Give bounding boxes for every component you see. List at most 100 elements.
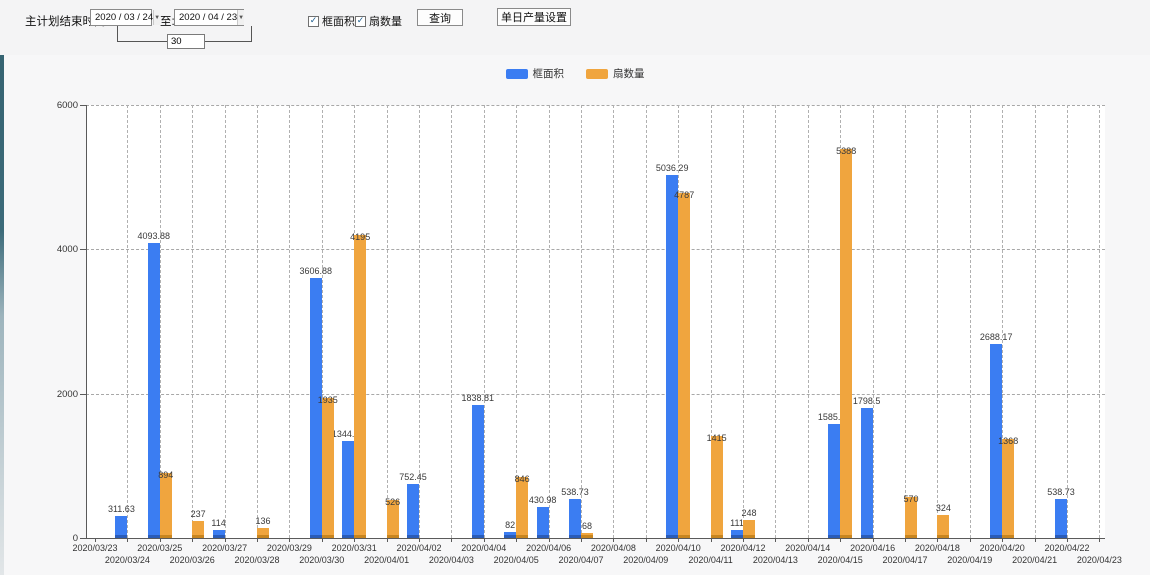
date-from-combobox[interactable]: 2020 / 03 / 24 ▼ <box>90 9 161 26</box>
x-axis-tick <box>840 538 842 542</box>
x-tick-label: 2020/03/23 <box>72 543 118 553</box>
x-tick-label: 2020/04/13 <box>752 555 798 565</box>
x-tick-label: 2020/04/10 <box>655 543 701 553</box>
x-tick-label: 2020/04/14 <box>785 543 831 553</box>
date-to-combobox[interactable]: 2020 / 04 / 23 ▼ <box>174 9 245 26</box>
x-axis-tick <box>581 538 582 542</box>
interval-days-input[interactable] <box>167 34 205 49</box>
fan-series-swatch <box>586 68 608 79</box>
x-tick-label: 2020/04/02 <box>396 543 442 553</box>
connector-line <box>117 26 118 41</box>
chevron-down-icon: ▼ <box>238 14 245 21</box>
x-tick-label: 2020/03/30 <box>299 555 345 565</box>
to-label: 至: <box>160 16 175 28</box>
x-axis-tick <box>710 538 712 542</box>
x-tick-label: 2020/04/01 <box>364 555 410 565</box>
plan-end-time-label: 主计划结束时间: <box>25 16 109 28</box>
date-from-value: 2020 / 03 / 24 <box>95 12 154 23</box>
x-tick-label: 2020/03/29 <box>266 543 312 553</box>
x-axis-tick <box>613 538 615 542</box>
x-axis-tick <box>905 538 906 542</box>
connector-line <box>205 41 252 42</box>
fan-checkbox[interactable]: ✓ 扇数量 <box>355 13 402 29</box>
x-tick-label: 2020/04/23 <box>1076 555 1122 565</box>
query-button[interactable]: 查询 <box>417 9 463 26</box>
daily-output-settings-button[interactable]: 单日产量设置 <box>497 8 571 26</box>
x-axis-line <box>86 538 1105 539</box>
x-axis-tick <box>127 538 129 542</box>
x-tick-label: 2020/03/31 <box>331 543 377 553</box>
y-axis-tick <box>80 538 86 539</box>
x-axis-tick <box>807 538 809 542</box>
x-tick-label: 2020/04/12 <box>720 543 766 553</box>
x-axis-tick <box>937 538 939 542</box>
x-axis-tick <box>257 538 258 542</box>
chart-legend: 框面积 扇数量 <box>0 66 1150 81</box>
x-tick-label: 2020/04/18 <box>914 543 960 553</box>
y-tick-label: 2000 <box>56 388 78 400</box>
x-tick-label: 2020/04/16 <box>850 543 896 553</box>
x-tick-label: 2020/04/17 <box>882 555 928 565</box>
x-axis-tick <box>289 538 291 542</box>
checkmark-icon: ✓ <box>309 15 318 25</box>
x-axis-tick <box>419 538 420 542</box>
x-axis-tick <box>224 538 226 542</box>
x-tick-label: 2020/03/28 <box>234 555 280 565</box>
y-tick-label: 0 <box>72 533 78 544</box>
x-tick-label: 2020/03/27 <box>202 543 248 553</box>
x-tick-label: 2020/04/15 <box>817 555 863 565</box>
checkbox-checked-icon: ✓ <box>355 15 366 27</box>
checkmark-icon: ✓ <box>356 15 365 25</box>
fan-checkbox-label: 扇数量 <box>369 16 402 28</box>
legend-item-area: 框面积 <box>505 66 565 81</box>
x-axis-tick <box>516 538 518 542</box>
x-axis-tick <box>548 538 550 542</box>
x-axis-tick <box>354 538 356 542</box>
x-axis-tick <box>95 538 96 542</box>
x-axis-tick <box>775 538 777 542</box>
date-to-value: 2020 / 04 / 23 <box>179 12 238 23</box>
x-axis-tick <box>969 538 971 542</box>
x-tick-label: 2020/04/03 <box>428 555 474 565</box>
x-axis-tick <box>1002 538 1004 542</box>
y-tick-label: 6000 <box>56 100 78 111</box>
fan-series-label: 扇数量 <box>613 68 645 80</box>
x-tick-label: 2020/04/22 <box>1044 543 1090 553</box>
chevron-down-icon: ▼ <box>154 14 161 21</box>
x-tick-label: 2020/03/26 <box>169 555 215 565</box>
toolbar: 主计划结束时间: 2020 / 03 / 24 ▼ 至: 2020 / 04 /… <box>0 0 1150 55</box>
area-checkbox[interactable]: ✓ 框面积 <box>308 13 355 29</box>
x-tick-label: 2020/04/07 <box>558 555 604 565</box>
x-axis-tick <box>321 538 323 542</box>
x-tick-label: 2020/04/08 <box>590 543 636 553</box>
date-from-dropdown-button[interactable]: ▼ <box>153 10 161 25</box>
x-tick-label: 2020/04/19 <box>947 555 993 565</box>
x-axis-tick <box>192 538 194 542</box>
window-edge-strip <box>0 0 4 575</box>
x-tick-label: 2020/04/09 <box>623 555 669 565</box>
x-tick-label: 2020/04/20 <box>979 543 1025 553</box>
area-series-label: 框面积 <box>532 68 565 80</box>
x-axis-tick <box>743 538 744 542</box>
x-axis-tick <box>645 538 647 542</box>
x-axis-tick <box>159 538 161 542</box>
x-tick-label: 2020/04/05 <box>493 555 539 565</box>
chart-plot-background <box>86 105 1105 538</box>
x-tick-label: 2020/03/25 <box>137 543 183 553</box>
y-tick-label: 4000 <box>56 244 78 256</box>
x-axis-tick <box>678 538 680 542</box>
date-to-dropdown-button[interactable]: ▼ <box>237 10 245 25</box>
area-checkbox-label: 框面积 <box>322 16 355 28</box>
x-tick-label: 2020/04/11 <box>688 555 733 565</box>
connector-line <box>117 41 167 42</box>
x-tick-label: 2020/03/24 <box>104 555 150 565</box>
x-axis-tick <box>872 538 874 542</box>
x-axis-tick <box>1034 538 1036 542</box>
x-axis-tick <box>451 538 453 542</box>
checkbox-checked-icon: ✓ <box>308 15 319 27</box>
x-tick-label: 2020/04/21 <box>1012 555 1058 565</box>
x-tick-label: 2020/04/04 <box>461 543 507 553</box>
x-tick-label: 2020/04/06 <box>526 543 572 553</box>
x-axis-tick <box>386 538 388 542</box>
x-axis-tick <box>483 538 485 542</box>
